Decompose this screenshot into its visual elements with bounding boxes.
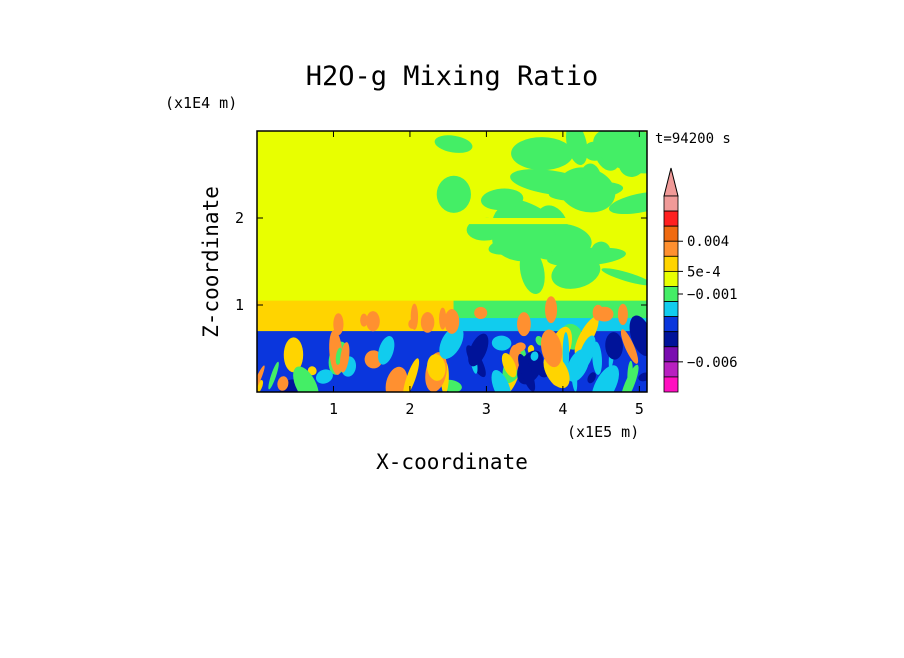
field-band-upper	[453, 218, 647, 225]
field-plume-top	[366, 311, 380, 332]
field-contour-green	[480, 188, 524, 211]
field-plume	[307, 366, 317, 376]
field-plume-top	[617, 303, 628, 326]
field-plume-top	[544, 296, 558, 324]
colorbar-swatch	[663, 316, 679, 333]
x-axis: 1 2 3 4 5	[329, 131, 644, 418]
colorbar-label: 0.004	[687, 234, 729, 250]
field-plume	[257, 380, 264, 392]
colorbar-swatch	[663, 361, 679, 378]
field-plume	[501, 352, 517, 378]
x-axis-units: (x1E5 m)	[567, 423, 639, 441]
colorbar-swatch	[663, 376, 679, 393]
y-tick-label: 1	[235, 296, 244, 314]
field-contour-green	[511, 137, 574, 171]
field-plume	[277, 376, 289, 391]
field-plume	[540, 329, 563, 368]
field-band-mid	[257, 300, 454, 332]
field-plume	[364, 350, 383, 369]
x-tick-label: 2	[405, 400, 414, 418]
field-plume-top	[360, 313, 368, 327]
chart-title: H2O-g Mixing Ratio	[306, 61, 599, 92]
field-plume	[491, 335, 512, 351]
field-plume	[403, 358, 420, 392]
field-contour-green	[510, 169, 593, 196]
field-contour-green	[519, 247, 545, 295]
plot-frame	[256, 130, 648, 393]
colorbar-swatch	[663, 270, 679, 287]
field-plume	[591, 365, 619, 392]
y-tick-label: 2	[235, 209, 244, 227]
field-plume	[439, 325, 464, 359]
colorbar-label: −0.006	[687, 355, 738, 371]
field-plume-top	[439, 307, 447, 330]
field-plume	[283, 337, 304, 373]
colorbar-swatch	[663, 240, 679, 257]
field-contour-green	[601, 268, 647, 286]
y-axis-units: (x1E4 m)	[165, 94, 237, 112]
field-plume	[293, 366, 319, 392]
field-plume-top	[444, 309, 460, 334]
field-contour-green	[492, 217, 557, 262]
field-plume	[491, 370, 512, 392]
colorbar-swatch	[663, 255, 679, 272]
field-plume	[605, 332, 623, 360]
field-plume-top	[517, 312, 531, 337]
field-plume	[518, 353, 536, 392]
field-plume-top	[420, 312, 435, 333]
colorbar-swatch	[663, 195, 679, 212]
field-plume	[268, 361, 279, 390]
field-contour-green	[436, 175, 471, 213]
field-plume	[577, 335, 596, 372]
field-plume	[574, 316, 599, 356]
field-plume	[427, 354, 446, 381]
field-plume-top	[333, 313, 344, 336]
colorbar-extend-arrow	[663, 167, 679, 197]
colorbar-swatch	[663, 210, 679, 227]
field-plume-top	[595, 306, 614, 322]
colorbar-swatch	[663, 331, 679, 348]
x-tick-label: 1	[329, 400, 338, 418]
plot-area	[257, 131, 647, 392]
y-axis: 12	[235, 209, 647, 314]
field-plume	[587, 372, 596, 384]
x-tick-label: 4	[558, 400, 567, 418]
field-contour-green	[547, 247, 626, 267]
colorbar-swatch	[663, 286, 679, 302]
field-plume-top	[474, 306, 488, 319]
field-plume	[627, 360, 633, 386]
field-plume-top	[410, 303, 419, 330]
field-plume	[468, 333, 489, 367]
field-plume	[530, 351, 539, 361]
y-axis-label: Z-coordinate	[199, 186, 223, 338]
field-plume	[378, 336, 395, 365]
field-contour-green	[566, 131, 588, 166]
field-plume	[339, 342, 350, 373]
field-contour-green	[434, 135, 473, 153]
colorbar: 0.004 5e-4 −0.001 −0.006	[663, 167, 738, 393]
x-tick-label: 3	[482, 400, 491, 418]
field-plume	[620, 329, 639, 364]
field-plume	[638, 372, 647, 382]
field-plume	[316, 369, 333, 384]
field-contour-green	[593, 131, 647, 174]
x-tick-label: 5	[635, 400, 644, 418]
x-axis-label: X-coordinate	[376, 450, 528, 474]
field-contour-green	[608, 191, 647, 215]
time-label: t=94200 s	[655, 131, 731, 147]
colorbar-swatch	[663, 225, 679, 242]
colorbar-label: −0.001	[687, 287, 738, 303]
colorbar-label: 5e-4	[687, 264, 721, 280]
colorbar-swatch	[663, 346, 679, 363]
field-plume	[592, 341, 603, 375]
colorbar-swatch	[663, 301, 679, 318]
field-plume	[629, 315, 647, 357]
field-band-cyan	[453, 318, 647, 332]
